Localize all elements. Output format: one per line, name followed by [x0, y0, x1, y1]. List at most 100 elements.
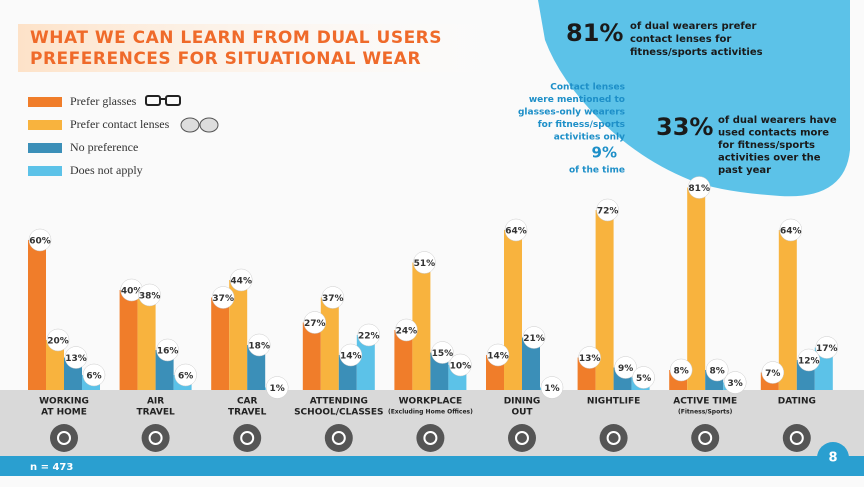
category-icon: [50, 424, 78, 452]
category-note: (Excluding Home Offices): [388, 409, 473, 416]
value-label-bubble: [156, 338, 179, 362]
category-label: WORKING: [39, 397, 89, 407]
callout-text: of dual wearers prefer: [630, 21, 756, 32]
value-label-bubble: [138, 283, 161, 307]
value-label-bubble: [522, 326, 546, 349]
callout-text: activities over the: [718, 153, 821, 164]
contacts-icon: [180, 117, 219, 133]
legend-swatch: [28, 166, 62, 176]
value-label: 17%: [816, 344, 838, 354]
bar: [119, 290, 138, 390]
value-label-bubble: [632, 366, 655, 389]
value-label: 14%: [487, 352, 509, 362]
callout-text: of the time: [569, 166, 625, 176]
bar: [229, 280, 248, 390]
value-label: 9%: [618, 364, 633, 374]
legend-label: Does not apply: [70, 163, 143, 177]
value-label: 10%: [450, 362, 472, 372]
value-label-bubble: [321, 286, 345, 309]
value-label-bubble: [339, 343, 363, 367]
category-label: NIGHTLIFE: [587, 397, 640, 407]
category-icon-glyph: [698, 431, 713, 445]
bar: [504, 230, 522, 390]
category-label: SCHOOL/CLASSES: [294, 408, 383, 418]
bar: [46, 340, 64, 390]
category-label: ACTIVE TIME: [673, 397, 737, 407]
title-line: WHAT WE CAN LEARN FROM DUAL USERS: [30, 28, 442, 48]
category-icon-glyph: [148, 431, 163, 445]
value-label: 38%: [139, 292, 161, 302]
bar: [394, 330, 413, 390]
category-note: (Fitness/Sports): [678, 409, 733, 416]
value-label-bubble: [596, 198, 619, 222]
category-icon: [233, 424, 262, 452]
value-label: 20%: [47, 337, 69, 347]
value-label: 13%: [65, 354, 87, 364]
callout-figure: 9%: [592, 144, 617, 162]
callout-text: for fitness/sports: [718, 140, 815, 151]
bar: [211, 297, 230, 390]
callout-blob: [538, 0, 850, 197]
category-icon-glyph: [331, 431, 346, 445]
category-label: AT HOME: [41, 408, 87, 418]
value-label: 5%: [636, 374, 651, 384]
value-label: 6%: [86, 372, 101, 382]
callout-text: of dual wearers have: [718, 115, 837, 126]
value-label: 27%: [304, 319, 326, 329]
value-label-bubble: [669, 358, 693, 382]
value-label: 64%: [780, 227, 802, 237]
bar: [356, 335, 375, 390]
legend-swatch: [28, 97, 62, 107]
value-label-bubble: [761, 361, 785, 384]
value-label: 22%: [358, 332, 380, 342]
category-label: TRAVEL: [228, 408, 267, 418]
legend-label: No preference: [70, 140, 138, 154]
value-label: 7%: [765, 369, 780, 379]
callout-text: contact lenses for: [630, 34, 731, 45]
value-label: 16%: [157, 347, 179, 357]
value-label-bubble: [64, 346, 88, 369]
value-label: 24%: [396, 327, 418, 337]
value-label-bubble: [28, 228, 52, 252]
value-label: 8%: [674, 367, 689, 377]
value-label: 8%: [710, 367, 725, 377]
value-label-bubble: [486, 343, 510, 367]
category-icon: [691, 424, 720, 452]
category-icon: [141, 424, 170, 452]
value-label-bubble: [82, 363, 106, 387]
category-icon-glyph: [515, 431, 529, 445]
bar: [687, 187, 706, 390]
callout-text: were mentioned to: [529, 95, 625, 105]
callout-text: used contacts more: [718, 128, 829, 139]
glasses-icon: [145, 95, 181, 106]
value-label: 6%: [178, 372, 193, 382]
value-label-bubble: [723, 371, 747, 394]
callout-text: activities only: [554, 133, 625, 143]
bar: [412, 262, 431, 390]
value-label-bubble: [413, 251, 436, 274]
footer-band: [0, 456, 864, 476]
callout-text: past year: [718, 165, 771, 176]
value-label-bubble: [540, 376, 564, 399]
value-label-bubble: [229, 268, 253, 292]
value-label: 21%: [523, 334, 545, 344]
footnote: n = 473: [30, 462, 73, 473]
value-label: 12%: [798, 357, 820, 367]
value-label-bubble: [46, 328, 70, 352]
category-icon: [416, 424, 445, 452]
category-icon: [508, 424, 536, 452]
title-band: [18, 24, 538, 72]
value-label-bubble: [578, 346, 601, 369]
bar: [778, 230, 797, 390]
value-label-bubble: [174, 363, 197, 387]
value-label-bubble: [357, 323, 381, 347]
value-label-bubble: [687, 176, 711, 199]
page-badge: [817, 442, 849, 474]
value-label-bubble: [779, 218, 803, 242]
value-label-bubble: [247, 333, 271, 357]
value-label-bubble: [395, 318, 418, 342]
bar: [302, 322, 321, 390]
callout-text: for fitness/sports: [538, 120, 625, 130]
page-number: 8: [828, 451, 837, 466]
